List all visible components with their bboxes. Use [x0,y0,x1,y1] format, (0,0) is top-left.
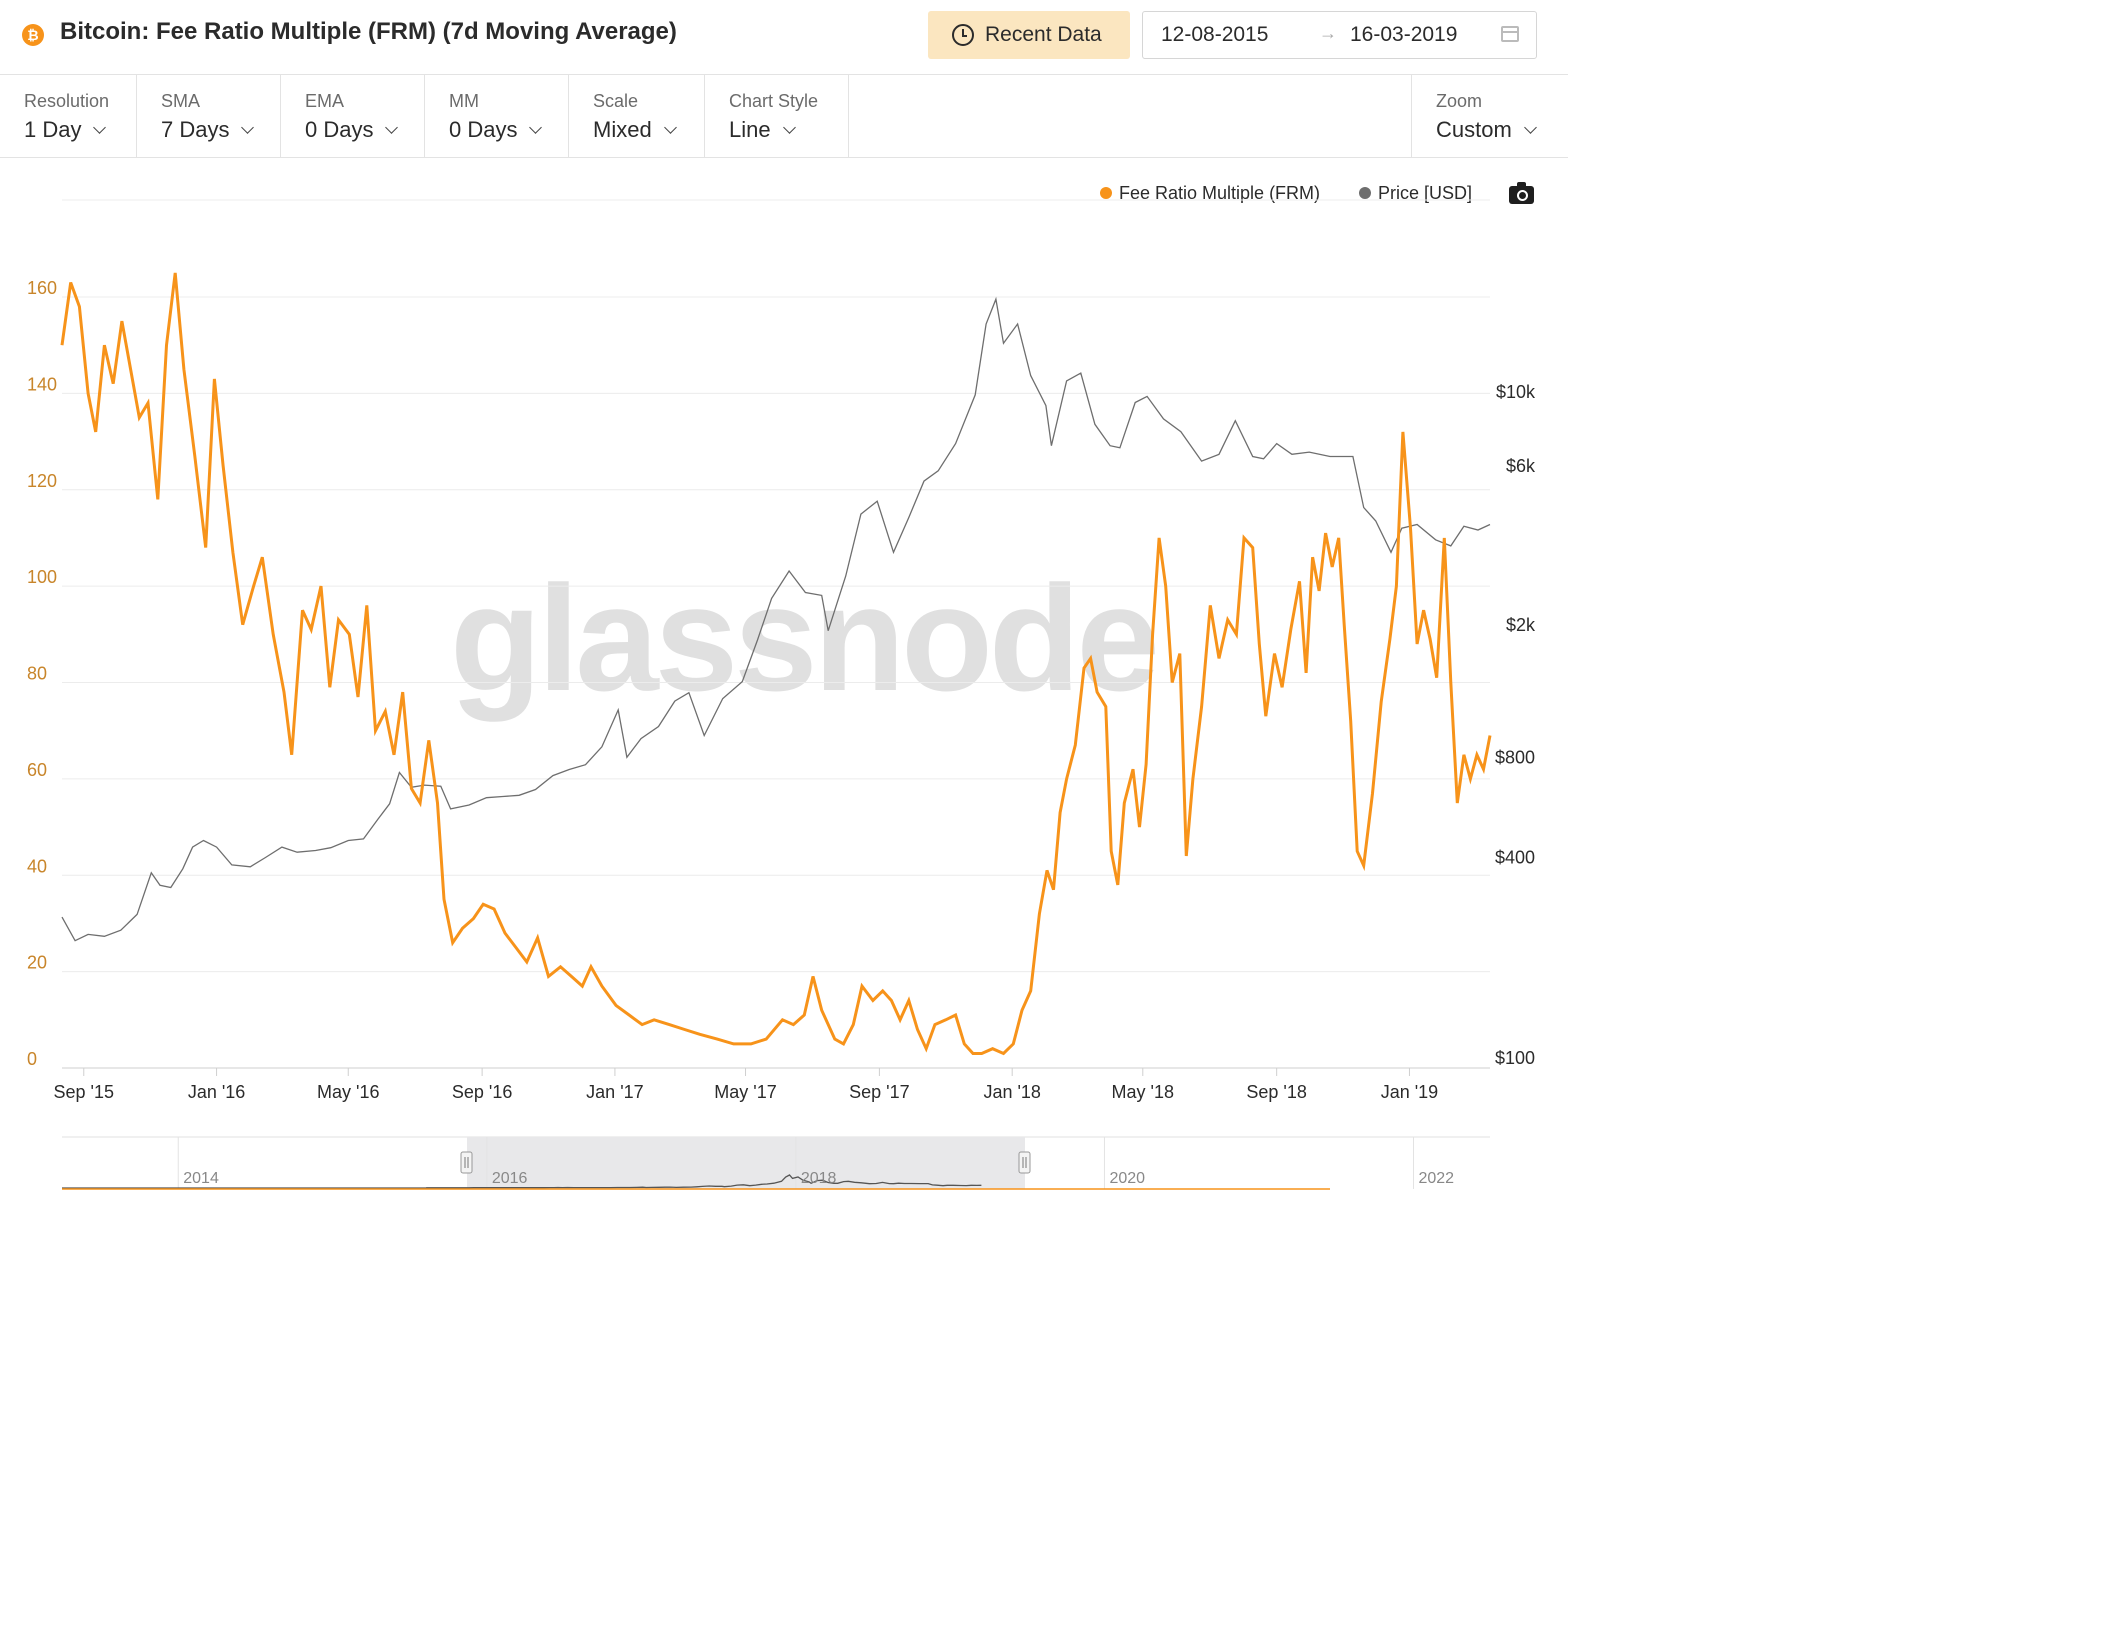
navigator-year-label: 2022 [1418,1170,1454,1187]
y-axis-right: $100 $400 $800 $2k $6k $10k [1495,382,1536,1068]
navigator-handle-right[interactable] [1018,1151,1031,1174]
x-tick-label: Jan '19 [1381,1082,1438,1102]
mm-value[interactable]: 0 Days [449,117,543,143]
x-tick-label: Sep '16 [452,1082,513,1102]
chart-toolbar: Resolution 1 Day SMA 7 Days EMA 0 Days M… [0,75,1568,158]
navigator-selection[interactable] [467,1137,1025,1189]
scale-label: Scale [593,91,639,111]
ema-value[interactable]: 0 Days [305,117,399,143]
series-line-frm [60,272,1492,1056]
y-tick-label-right: $100 [1495,1048,1535,1068]
date-range-picker[interactable]: 12-08-2015 → 16-03-2019 [1142,11,1537,59]
watermark: glassnode [450,554,1156,722]
sma-label: SMA [161,91,201,111]
scale-value[interactable]: Mixed [593,117,677,143]
resolution-dropdown[interactable]: Resolution 1 Day [0,75,137,157]
mm-value-text: 0 Days [449,117,518,142]
legend-label-price: Price [USD] [1378,183,1473,203]
mm-label: MM [449,91,479,111]
navigator-grid [177,1137,1414,1189]
navigator-labels: 2014 2016 2018 2020 2022 [183,1170,1454,1187]
x-tick-label: May '17 [714,1082,776,1102]
navigator-year-label: 2014 [183,1170,219,1187]
chart-style-value[interactable]: Line [729,117,796,143]
y-tick-label-right: $10k [1496,382,1536,402]
chart-style-label: Chart Style [729,91,819,111]
recent-data-button[interactable]: Recent Data [928,11,1130,59]
sma-value-text: 7 Days [161,117,230,142]
arrow-right-icon: → [1319,23,1337,43]
navigator-handle-left[interactable] [460,1151,473,1174]
y-tick-label-left: 0 [27,1049,37,1069]
x-axis: Sep '15 Jan '16 May '16 Sep '16 Jan '17 May '… [54,1068,1438,1102]
navigator-handle-left-box[interactable] [460,1151,473,1174]
legend-label-frm: Fee Ratio Multiple (FRM) [1119,183,1321,203]
x-tick-label: Sep '18 [1246,1082,1307,1102]
scale-dropdown[interactable]: Scale Mixed [569,75,705,157]
camera-icon[interactable] [1509,182,1534,204]
bitcoin-icon: ₿ [22,24,44,46]
navigator-handle-right-box[interactable] [1018,1151,1031,1174]
date-to-field[interactable]: 16-03-2019 [1350,23,1458,46]
chart-header: ₿ Bitcoin: Fee Ratio Multiple (FRM) (7d … [0,0,1568,75]
x-tick-label: Sep '15 [54,1082,115,1102]
recent-data-label: Recent Data [985,23,1102,46]
legend-dot-price [1359,187,1371,199]
sma-value[interactable]: 7 Days [161,117,255,143]
y-tick-label-left: 140 [27,374,57,394]
y-tick-label-left: 160 [27,278,57,298]
y-tick-label-right: $2k [1506,615,1536,635]
legend-item-price[interactable]: Price [USD] [1359,183,1472,204]
ema-label: EMA [305,91,345,111]
x-tick-label: Jan '17 [586,1082,643,1102]
chart-style-dropdown[interactable]: Chart Style Line [705,75,849,157]
y-tick-label-left: 100 [27,567,57,587]
x-tick-label: Jan '18 [983,1082,1040,1102]
x-tick-label: May '16 [317,1082,379,1102]
y-axis-left: 0 20 40 60 80 100 120 140 160 [27,278,57,1069]
page-title: Bitcoin: Fee Ratio Multiple (FRM) (7d Mo… [60,18,677,45]
zoom-dropdown[interactable]: Zoom Custom [1411,75,1568,157]
y-tick-label-left: 20 [27,953,47,973]
grid-lines [62,199,1490,1069]
navigator-year-label: 2018 [801,1170,837,1187]
y-tick-label-left: 40 [27,856,47,876]
legend-dot-frm [1100,187,1112,199]
scale-value-text: Mixed [593,117,652,142]
ema-dropdown[interactable]: EMA 0 Days [281,75,425,157]
navigator-price-line [62,1174,982,1189]
chart-style-value-text: Line [729,117,771,142]
y-tick-label-left: 80 [27,664,47,684]
y-tick-label-right: $400 [1495,848,1535,868]
zoom-label: Zoom [1436,91,1483,111]
zoom-value[interactable]: Custom [1436,117,1537,143]
y-tick-label-right: $6k [1506,456,1536,476]
resolution-value[interactable]: 1 Day [24,117,107,143]
resolution-label: Resolution [24,91,110,111]
ema-value-text: 0 Days [305,117,374,142]
mm-dropdown[interactable]: MM 0 Days [425,75,569,157]
sma-dropdown[interactable]: SMA 7 Days [137,75,281,157]
zoom-value-text: Custom [1436,117,1512,142]
legend-item-frm[interactable]: Fee Ratio Multiple (FRM) [1100,183,1320,204]
y-tick-label-left: 120 [27,471,57,491]
x-tick-label: May '18 [1112,1082,1174,1102]
navigator[interactable]: 2014 2016 2018 2020 2022 [62,1136,1490,1190]
date-from-field[interactable]: 12-08-2015 [1161,23,1269,46]
chart-area: glassnode 0 20 40 60 80 100 120 140 160 $100 $400… [27,199,1536,1190]
y-tick-label-left: 60 [27,760,47,780]
x-tick-label: Sep '17 [849,1082,910,1102]
x-tick-label: Jan '16 [188,1082,245,1102]
navigator-year-label: 2016 [492,1170,528,1187]
navigator-year-label: 2020 [1109,1170,1145,1187]
series-line-price [61,296,1491,942]
resolution-value-text: 1 Day [24,117,82,142]
clock-icon [952,24,974,46]
y-tick-label-right: $800 [1495,747,1535,767]
calendar-icon[interactable] [1501,26,1519,42]
